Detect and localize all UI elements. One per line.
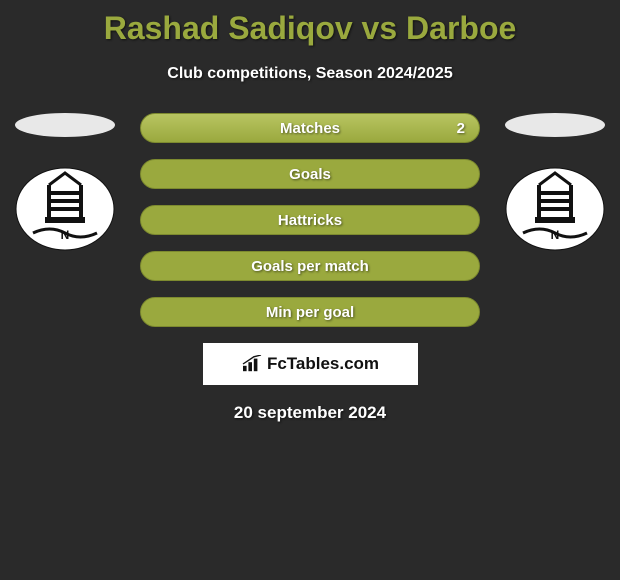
stat-label: Goals	[289, 166, 331, 183]
date-text: 20 september 2024	[0, 403, 620, 423]
stats-list: Matches 2 Goals Hattricks Goals per matc…	[140, 113, 480, 327]
player-right-club-logo: N	[505, 167, 605, 251]
player-right-avatar	[505, 113, 605, 137]
stat-label: Min per goal	[266, 304, 354, 321]
stat-row-matches: Matches 2	[140, 113, 480, 143]
player-left-avatar	[15, 113, 115, 137]
page-subtitle: Club competitions, Season 2024/2025	[0, 65, 620, 83]
stat-value-right: 2	[457, 120, 465, 137]
player-left-club-logo: N	[15, 167, 115, 251]
branding-text: FcTables.com	[241, 354, 379, 374]
stat-row-mpg: Min per goal	[140, 297, 480, 327]
stat-label: Goals per match	[251, 258, 369, 275]
chart-icon	[241, 355, 263, 373]
branding-label: FcTables.com	[267, 354, 379, 374]
page-title: Rashad Sadiqov vs Darboe	[0, 0, 620, 47]
branding-badge: FcTables.com	[203, 343, 418, 385]
stat-label: Hattricks	[278, 212, 342, 229]
comparison-content: N N	[0, 113, 620, 453]
svg-text:N: N	[61, 228, 70, 242]
stat-row-goals: Goals	[140, 159, 480, 189]
player-left-column: N	[10, 113, 120, 251]
player-right-column: N	[500, 113, 610, 251]
stat-row-gpm: Goals per match	[140, 251, 480, 281]
stat-row-hattricks: Hattricks	[140, 205, 480, 235]
svg-text:N: N	[551, 228, 560, 242]
stat-label: Matches	[280, 120, 340, 137]
